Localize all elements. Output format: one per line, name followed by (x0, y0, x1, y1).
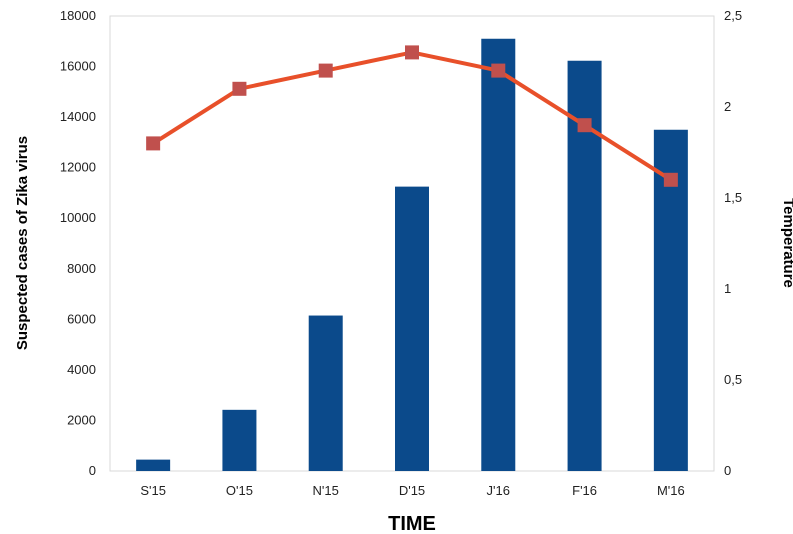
temperature-point (146, 136, 161, 151)
y-tick-label: 18000 (60, 8, 96, 23)
bar (222, 409, 257, 471)
y-tick-label: 16000 (60, 59, 96, 74)
bar (308, 315, 343, 471)
temperature-point (577, 118, 592, 133)
y2-axis-title: Temperature (780, 198, 793, 288)
y2-tick-label: 0,5 (724, 372, 742, 387)
y-tick-label: 2000 (67, 412, 96, 427)
y2-tick-label: 1,5 (724, 190, 742, 205)
temperature-point (405, 45, 419, 60)
x-tick-label: F'16 (572, 483, 597, 498)
x-tick-label: M'16 (657, 483, 685, 498)
y-tick-label: 10000 (60, 210, 96, 225)
temperature-point (663, 172, 678, 187)
line-layer (146, 45, 678, 187)
y-tick-label: 14000 (60, 109, 96, 124)
y-tick-label: 0 (89, 463, 96, 478)
y-axis-ticks: 0 2000 4000 6000 8000 10000 12000 14000 16000 180… (60, 8, 96, 478)
temperature-point (318, 63, 333, 78)
y2-tick-label: 1 (724, 281, 731, 296)
y2-tick-label: 2,5 (724, 8, 742, 23)
x-tick-label: D'15 (399, 483, 425, 498)
y-axis-title: Suspected cases of Zika virus (14, 136, 31, 350)
x-tick-label: N'15 (313, 483, 339, 498)
temperature-point (232, 81, 247, 96)
x-axis-ticks: S'15 O'15 N'15 D'15 J'16 F'16 M'16 (140, 483, 684, 498)
y2-axis-ticks: 0 0,5 1 1,5 2 2,5 (724, 8, 742, 478)
y2-tick-label: 0 (724, 463, 731, 478)
x-axis-title: TIME (388, 513, 436, 534)
y-tick-label: 4000 (67, 362, 96, 377)
x-tick-label: J'16 (487, 483, 510, 498)
bars-layer (136, 38, 688, 471)
temperature-point (491, 63, 506, 78)
bar (481, 38, 516, 471)
y-tick-label: 6000 (67, 311, 96, 326)
bar (136, 459, 171, 471)
y-tick-label: 12000 (60, 160, 96, 175)
x-tick-label: S'15 (140, 483, 166, 498)
bar (395, 186, 429, 471)
y2-tick-label: 2 (724, 99, 731, 114)
x-tick-label: O'15 (226, 483, 253, 498)
y-tick-label: 8000 (67, 261, 96, 276)
